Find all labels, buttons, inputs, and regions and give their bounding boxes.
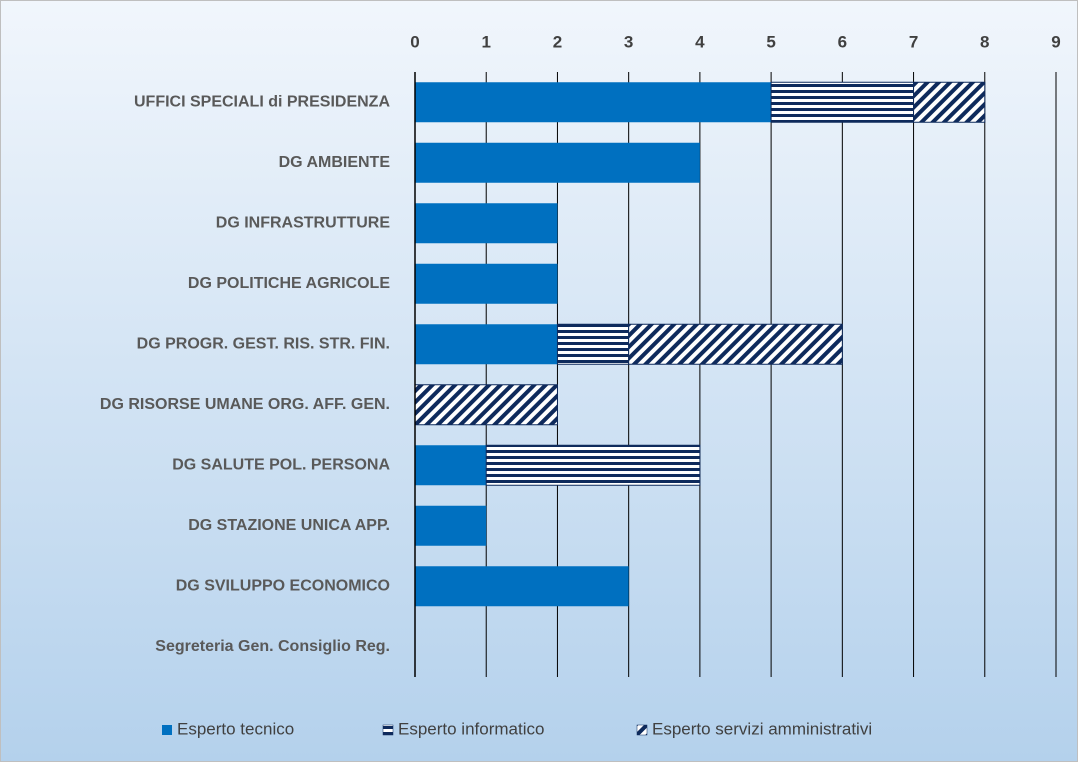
x-tick-label: 4: [695, 32, 705, 51]
x-tick-label: 2: [553, 32, 562, 51]
y-tick-label: Segreteria Gen. Consiglio Reg.: [155, 638, 390, 655]
bar-segment: [556, 323, 630, 365]
x-tick-label: 8: [980, 32, 989, 51]
legend-marker: [636, 724, 648, 736]
y-tick-label: DG PROGR. GEST. RIS. STR. FIN.: [137, 335, 390, 352]
x-tick-label: 0: [410, 32, 419, 51]
y-tick-label: DG SALUTE POL. PERSONA: [172, 456, 390, 473]
legend-label: Esperto tecnico: [177, 719, 294, 738]
y-tick-label: DG RISORSE UMANE ORG. AFF. GEN.: [100, 396, 390, 413]
legend-marker: [162, 725, 172, 735]
bar-segment: [415, 203, 558, 244]
x-tick-label: 6: [838, 32, 847, 51]
y-tick-label: UFFICI SPECIALI di PRESIDENZA: [134, 93, 390, 110]
bar-segment: [628, 323, 843, 365]
x-tick-label: 5: [766, 32, 775, 51]
x-tick-label: 3: [624, 32, 633, 51]
bar-segment: [414, 384, 558, 426]
legend-label: Esperto servizi amministrativi: [652, 719, 872, 738]
x-tick-label: 9: [1051, 32, 1060, 51]
bar-segment: [485, 444, 701, 486]
bar-segment: [415, 263, 558, 304]
bar-segment: [415, 82, 772, 123]
y-tick-label: DG AMBIENTE: [279, 154, 391, 171]
bar-segment: [913, 81, 986, 123]
bar-segment: [415, 566, 629, 607]
bar-segment: [415, 142, 700, 183]
bar-segment: [415, 445, 487, 486]
y-tick-label: DG STAZIONE UNICA APP.: [188, 517, 390, 534]
y-tick-label: DG SVILUPPO ECONOMICO: [176, 577, 390, 594]
x-tick-label: 7: [909, 32, 918, 51]
bar-segment: [770, 81, 915, 123]
bar-segment: [415, 505, 487, 546]
y-tick-label: DG INFRASTRUTTURE: [216, 214, 391, 231]
bar-segment: [415, 324, 558, 365]
legend-label: Esperto informatico: [398, 719, 544, 738]
legend-marker: [382, 724, 394, 736]
y-tick-label: DG POLITICHE AGRICOLE: [188, 275, 390, 292]
x-tick-label: 1: [481, 32, 490, 51]
